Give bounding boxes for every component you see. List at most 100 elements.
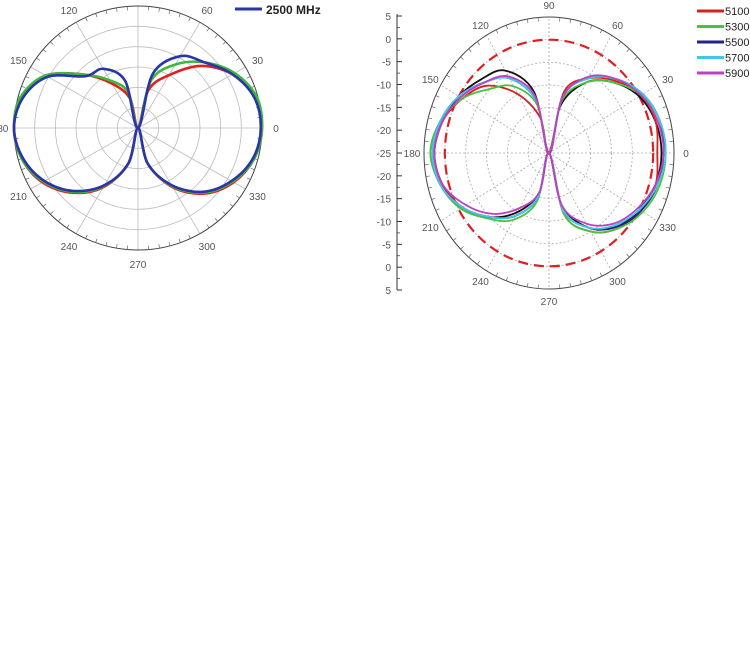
outer-tick [42, 49, 47, 53]
outer-tick [477, 260, 480, 265]
legend-label: 2500 MHz [266, 3, 321, 17]
outer-tick [214, 218, 218, 222]
angle-label: 240 [472, 277, 489, 288]
angle-label: 90 [543, 1, 555, 12]
reference-circle [443, 38, 655, 268]
outer-tick [236, 195, 240, 199]
outer-tick [526, 282, 529, 287]
outer-tick [505, 25, 508, 30]
grid-spoke [137, 66, 246, 129]
outer-tick [428, 186, 433, 189]
outer-tick [178, 13, 181, 18]
outer-tick [569, 282, 572, 287]
grid-spoke [75, 22, 139, 129]
grid-ring [465, 61, 633, 245]
outer-tick [495, 272, 499, 277]
legend-label: 5500 [725, 37, 749, 49]
outer-tick [505, 276, 508, 281]
angle-label: 210 [422, 223, 439, 234]
radial-axis-label: 5 [385, 12, 391, 23]
angle-label: 0 [273, 124, 279, 135]
series-line [429, 79, 667, 234]
radial-axis-label: -10 [377, 218, 392, 229]
outer-tick [579, 21, 582, 26]
angle-label: 120 [61, 6, 78, 17]
outer-tick [668, 129, 673, 131]
grid-spoke [440, 84, 550, 154]
outer-tick [36, 57, 40, 61]
outer-tick [168, 241, 171, 246]
outer-tick [85, 234, 88, 239]
outer-tick [21, 168, 26, 171]
outer-tick [95, 238, 98, 243]
outer-tick [626, 48, 630, 53]
right-polar-chart: 0 30 60 90 120 150 180 210 240 270 300 330 5 0 -5 -10 -1… [377, 1, 750, 308]
angle-label: 0 [683, 149, 689, 160]
outer-tick [468, 48, 472, 53]
outer-tick [431, 197, 436, 200]
outer-tick [590, 276, 593, 281]
outer-tick [468, 253, 472, 258]
outer-tick [495, 29, 499, 34]
outer-tick [641, 237, 645, 241]
outer-tick [662, 197, 667, 200]
outer-tick [590, 25, 593, 30]
grid-spoke [30, 127, 139, 190]
angle-label: 270 [541, 297, 558, 308]
outer-tick [618, 260, 621, 265]
outer-tick [599, 29, 603, 34]
outer-tick [25, 76, 30, 79]
outer-tick [50, 211, 54, 215]
outer-tick [58, 218, 62, 222]
outer-tick [435, 208, 440, 211]
outer-tick [42, 203, 47, 207]
outer-tick [446, 74, 451, 78]
outer-tick [36, 195, 40, 199]
outer-tick [526, 19, 529, 24]
outer-tick [647, 74, 652, 78]
outer-tick [460, 56, 464, 60]
outer-tick [425, 129, 430, 131]
outer-tick [428, 117, 433, 120]
outer-tick [618, 41, 621, 46]
outer-tick [188, 17, 191, 22]
outer-tick [569, 19, 572, 24]
outer-tick [435, 95, 440, 98]
outer-tick [250, 168, 255, 171]
radial-axis-label: -10 [377, 81, 392, 92]
outer-tick [662, 106, 667, 109]
radial-axis-label: -15 [377, 103, 392, 114]
outer-tick [222, 41, 226, 45]
outer-tick [599, 272, 603, 277]
angle-label: 270 [130, 260, 147, 271]
series-line [431, 75, 667, 230]
radial-axis-label: -5 [382, 58, 391, 69]
outer-tick [665, 186, 670, 189]
radial-axis-label: -15 [377, 195, 392, 206]
outer-tick [641, 65, 645, 69]
angle-label: 30 [662, 75, 674, 86]
grid-spoke [548, 152, 658, 222]
legend-label: 5100 [725, 6, 749, 18]
angle-label: 180 [0, 124, 9, 135]
outer-tick [634, 246, 638, 250]
outer-tick [579, 280, 582, 285]
outer-tick [516, 21, 519, 26]
outer-tick [425, 175, 430, 177]
left-polar-chart: 0 30 60 120 150 180 210 240 270 300 330 2500 MHz [0, 3, 321, 271]
angle-label: 150 [422, 75, 439, 86]
outer-tick [668, 175, 673, 177]
radial-axis-label: -5 [382, 240, 391, 251]
grid-spoke [137, 127, 246, 190]
outer-tick [95, 13, 98, 18]
angle-label: 180 [404, 149, 421, 160]
legend-label: 5700 [725, 53, 749, 65]
outer-tick [453, 65, 457, 69]
angle-label: 300 [199, 242, 216, 253]
outer-tick [50, 41, 54, 45]
outer-tick [206, 224, 210, 229]
outer-tick [246, 76, 251, 79]
angle-label: 330 [659, 223, 676, 234]
angle-label: 150 [10, 56, 27, 67]
radial-axis-label: -20 [377, 172, 392, 183]
